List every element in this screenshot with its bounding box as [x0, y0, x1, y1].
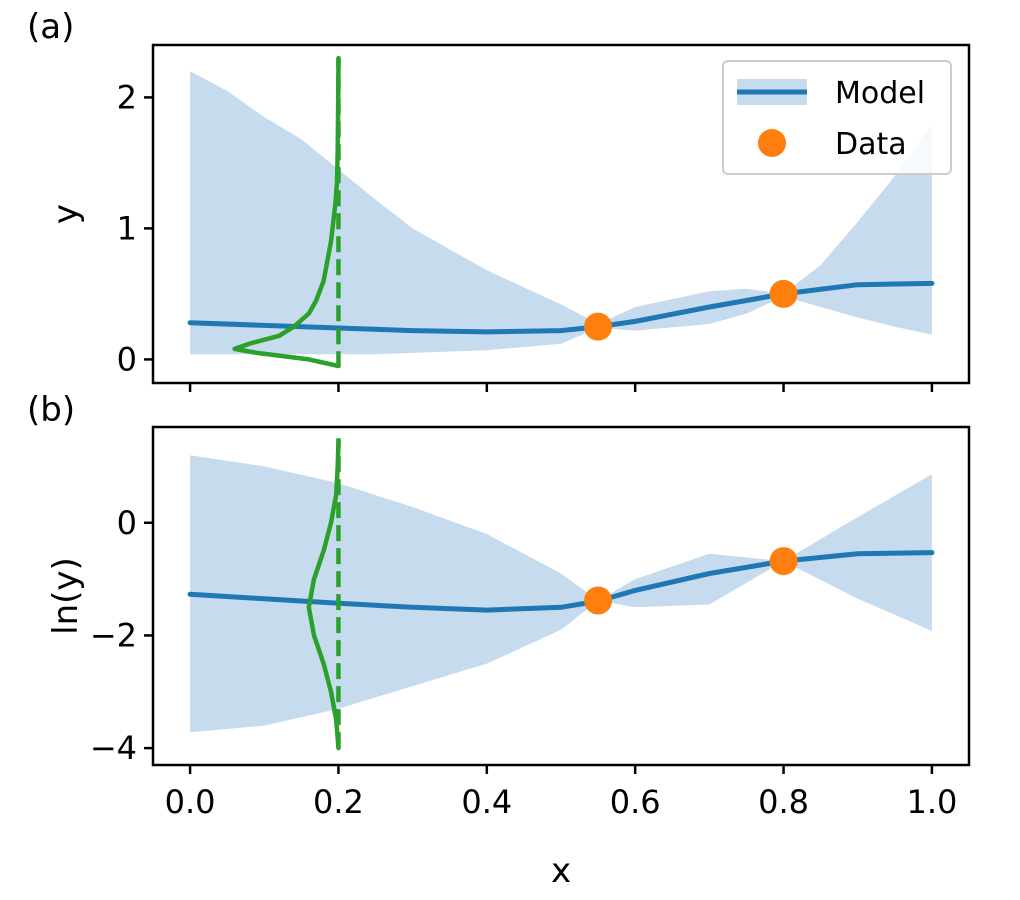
data-point	[584, 586, 613, 615]
model-uncertainty-band	[190, 71, 932, 355]
data-point	[769, 547, 798, 576]
x-tick-label: 0.8	[758, 783, 809, 821]
x-tick-label: 0.0	[165, 783, 216, 821]
data-point	[584, 312, 613, 341]
y-axis-label: y	[46, 204, 86, 224]
data-point	[769, 279, 798, 308]
x-tick-label: 0.2	[313, 783, 364, 821]
y-tick-label: −4	[90, 729, 137, 767]
y-tick-label: 0	[117, 340, 137, 378]
panel-label-a: (a)	[27, 7, 74, 47]
axes-frame	[151, 425, 971, 767]
y-tick-label: 1	[117, 209, 137, 247]
y-tick-label: −2	[90, 616, 137, 654]
panel-label-b: (b)	[27, 390, 75, 430]
x-tick-label: 0.4	[461, 783, 512, 821]
y-tick-label: 2	[117, 78, 137, 116]
model-uncertainty-band	[190, 455, 932, 733]
legend-label-data: Data	[835, 127, 907, 162]
y-tick-label: 0	[117, 504, 137, 542]
legend-label-model: Model	[835, 76, 925, 111]
legend-data-marker	[758, 129, 786, 157]
y-axis-label: ln(y)	[46, 557, 86, 635]
panel-a: 0 1 2 (a) y Model Data	[27, 7, 971, 392]
x-tick-label: 0.6	[610, 783, 661, 821]
legend: Model Data	[722, 60, 952, 175]
x-tick-label: 1.0	[906, 783, 957, 821]
panel-b: 0.0 0.2 0.4 0.6 0.8 1.0 0 −2 −4 (b) ln(y) x	[27, 390, 971, 891]
axes-frame	[151, 43, 971, 385]
x-axis-label: x	[551, 851, 571, 891]
